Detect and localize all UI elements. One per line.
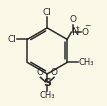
Text: S: S	[43, 78, 51, 88]
Text: +: +	[75, 25, 80, 30]
Text: −: −	[84, 21, 91, 30]
Text: CH₃: CH₃	[78, 58, 94, 67]
Text: O: O	[51, 68, 58, 77]
Text: Cl: Cl	[7, 35, 16, 44]
Text: CH₃: CH₃	[39, 91, 55, 100]
Text: O: O	[36, 68, 44, 77]
Text: N: N	[72, 27, 79, 37]
Text: Cl: Cl	[43, 8, 52, 17]
Text: O: O	[70, 15, 77, 24]
Text: O: O	[81, 28, 88, 37]
